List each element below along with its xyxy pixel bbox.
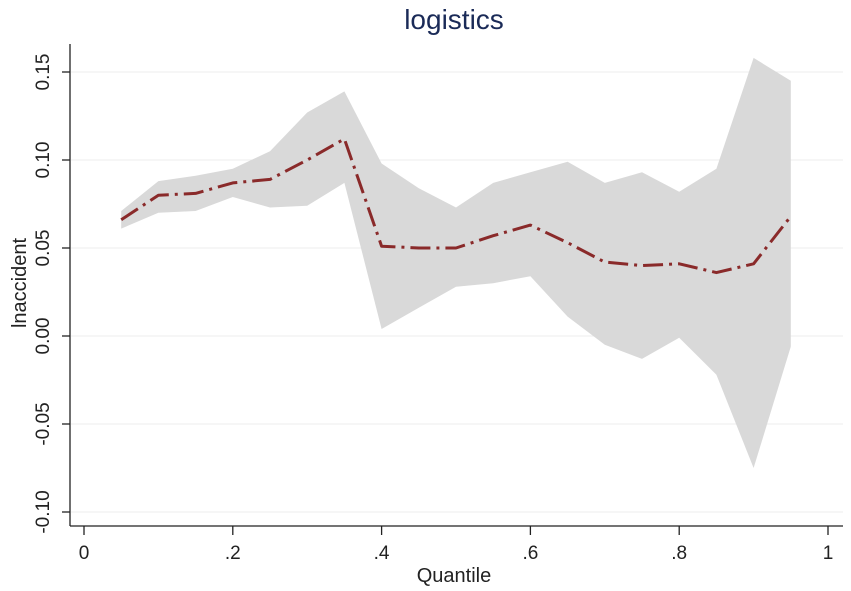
x-axis-title: Quantile <box>417 565 492 587</box>
y-tick-label: -0.05 <box>33 402 54 445</box>
y-tick-label: 0.00 <box>33 318 54 355</box>
x-tick-label: .4 <box>374 543 390 564</box>
y-tick-label: 0.15 <box>33 54 54 91</box>
y-ticks: -0.10 -0.05 0.00 0.05 0.10 0.15 <box>33 54 70 534</box>
y-axis-title: lnaccident <box>9 238 31 329</box>
x-tick-label: 0 <box>79 543 90 564</box>
x-tick-label: .8 <box>671 543 687 564</box>
x-ticks: 0 .2 .4 .6 .8 1 <box>79 526 834 564</box>
x-tick-label: .6 <box>522 543 538 564</box>
y-tick-label: 0.10 <box>33 142 54 179</box>
y-tick-label: -0.10 <box>33 490 54 533</box>
confidence-band <box>121 57 791 469</box>
axes <box>69 44 843 527</box>
estimate-line <box>120 137 792 275</box>
x-tick-label: .2 <box>225 543 241 564</box>
x-tick-label: 1 <box>823 543 834 564</box>
chart-title: logistics <box>404 4 504 35</box>
grid-lines <box>71 71 843 513</box>
y-tick-label: 0.05 <box>33 230 54 267</box>
